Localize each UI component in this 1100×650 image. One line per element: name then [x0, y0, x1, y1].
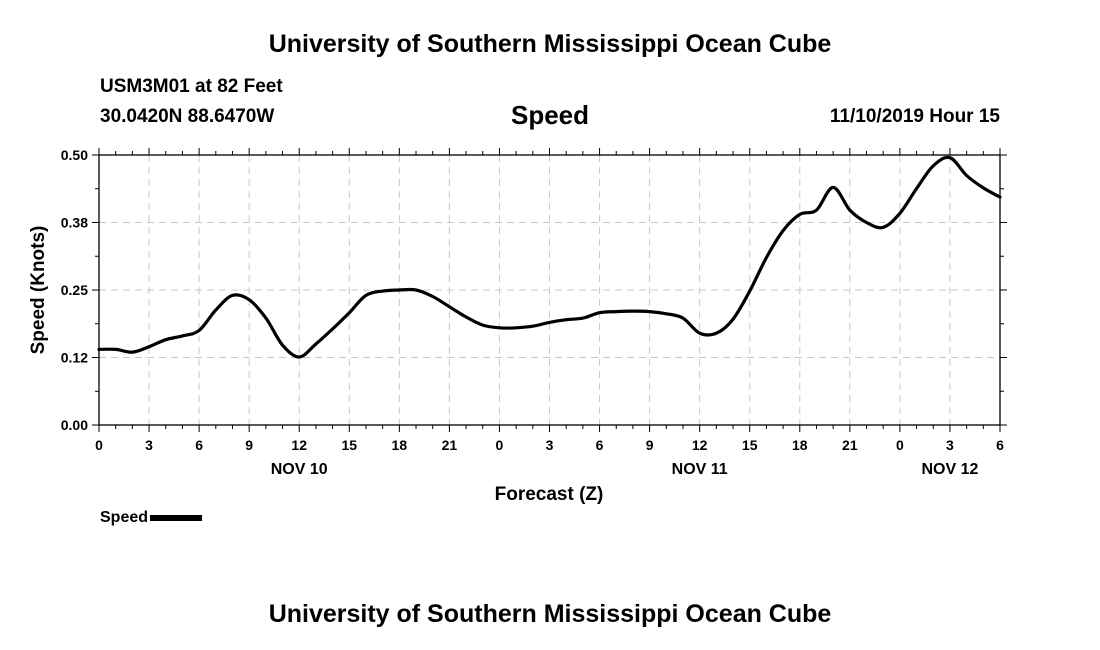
axis-ticks [92, 148, 1007, 432]
speed-data-point [966, 174, 968, 177]
speed-data-point [732, 318, 734, 320]
station-label: USM3M01 at 82 Feet [100, 76, 283, 97]
speed-data-point [281, 344, 284, 346]
x-axis-label: Forecast (Z) [495, 484, 604, 505]
speed-data-point [599, 312, 601, 314]
speed-data-point [348, 312, 350, 314]
y-tick-label: 0.25 [61, 282, 88, 298]
x-tick-label: 21 [442, 437, 458, 453]
speed-data-point [198, 329, 200, 332]
speed-data-point [999, 196, 1001, 198]
speed-data-point [899, 212, 901, 214]
speed-data-point [532, 325, 534, 327]
speed-data-point [265, 317, 267, 319]
y-tick-label: 0.00 [61, 417, 88, 433]
speed-data-point [665, 313, 667, 315]
x-tick-label: 6 [996, 437, 1004, 453]
x-tick-label: 12 [692, 437, 708, 453]
x-tick-label: 18 [792, 437, 808, 453]
x-tick-label: 15 [341, 437, 357, 453]
y-tick-label: 0.38 [61, 215, 88, 231]
x-tick-label: 18 [392, 437, 408, 453]
speed-data-point [749, 290, 751, 292]
speed-data-point [782, 230, 784, 232]
speed-data-point [799, 213, 801, 215]
issue-time: 11/10/2019 Hour 15 [829, 106, 1000, 127]
speed-data-point [98, 348, 100, 350]
speed-data-point [932, 165, 934, 167]
speed-data-point [715, 332, 718, 334]
speed-data-point [482, 324, 484, 326]
speed-data-point [115, 348, 117, 350]
speed-data-point [448, 306, 450, 308]
x-tick-label: 0 [896, 437, 904, 453]
speed-data-point [432, 295, 434, 298]
speed-data-point [332, 328, 334, 330]
speed-data-point [649, 311, 651, 313]
series-layer [97, 155, 1002, 359]
x-tick-label: 12 [291, 437, 307, 453]
x-tick-label: 9 [646, 437, 654, 453]
x-tick-label: 9 [245, 437, 253, 453]
chart-title-bottom: University of Southern Mississippi Ocean… [268, 600, 832, 628]
speed-data-point [832, 186, 834, 188]
x-tick-label: 0 [95, 437, 103, 453]
y-axis-label: Speed (Knots) [28, 226, 49, 355]
speed-data-point [298, 356, 300, 358]
speed-data-point [148, 346, 150, 348]
y-tick-label: 0.12 [61, 350, 88, 366]
speed-data-point [465, 316, 467, 318]
axis-tick-labels: 0.00 0.12 0.25 0.38 0.50 0 3 6 9 12 15 18 21 0 3 6 9 12 15… [61, 147, 1004, 478]
speed-data-point [382, 290, 384, 292]
speed-data-point [849, 209, 851, 211]
speed-data-point [682, 317, 684, 319]
speed-data-point [398, 289, 400, 291]
speed-data-point [498, 327, 500, 329]
speed-data-point [565, 319, 567, 321]
x-tick-label: 3 [145, 437, 153, 453]
x-tick-label: 3 [546, 437, 554, 453]
speed-data-point [231, 294, 234, 296]
legend-swatch [150, 514, 203, 521]
speed-data-point [615, 311, 617, 313]
x-tick-label: 15 [742, 437, 758, 453]
speed-data-point [865, 221, 868, 224]
speed-data-point [632, 310, 634, 312]
legend: Speed [100, 509, 203, 527]
x-tick-label: 0 [496, 437, 504, 453]
speed-data-point [515, 327, 517, 329]
station-coords: 30.0420N 88.6470W [100, 106, 275, 127]
speed-data-point [982, 187, 984, 189]
chart-grid [99, 155, 1000, 425]
speed-data-point [365, 294, 367, 296]
x-tick-label: 21 [842, 437, 858, 453]
chart-title-top: University of Southern Mississippi Ocean… [268, 30, 832, 58]
x-tick-label: 3 [946, 437, 954, 453]
speed-data-point [548, 321, 551, 323]
x-day-label: NOV 10 [271, 461, 328, 478]
speed-data-point [215, 309, 217, 311]
speed-data-point [815, 209, 818, 211]
speed-data-point [916, 187, 918, 190]
speed-data-point [765, 257, 768, 259]
x-day-label: NOV 12 [921, 461, 978, 478]
x-tick-label: 6 [596, 437, 604, 453]
variable-title: Speed [510, 100, 590, 130]
speed-data-point [882, 226, 884, 228]
speed-data-point [131, 351, 133, 353]
speed-data-point [315, 343, 317, 345]
speed-data-point [582, 317, 584, 319]
speed-data-point [415, 289, 417, 291]
legend-label: Speed [100, 509, 149, 526]
speed-data-point [165, 339, 167, 341]
speed-data-point [949, 157, 951, 159]
speed-data-point [181, 335, 183, 337]
x-tick-label: 6 [195, 437, 203, 453]
x-day-label: NOV 11 [672, 461, 728, 478]
speed-data-point [248, 299, 250, 301]
speed-data-point [699, 332, 701, 334]
y-tick-label: 0.50 [61, 147, 88, 163]
